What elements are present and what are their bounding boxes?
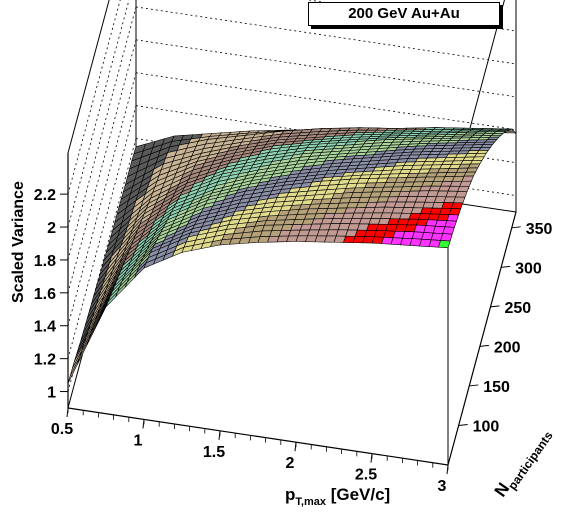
y-tick-label: 350 [526,221,553,238]
svg-text:Nparticipants: Nparticipants [491,423,556,502]
surface-cell [440,233,453,242]
y-axis-line [447,211,517,466]
surface-cell [450,202,464,209]
surface-cell [465,167,479,173]
plot-box-edge [67,0,110,154]
surface-cell [452,196,466,204]
surface-cell [467,163,481,169]
y-tick [479,344,489,347]
y-tick [469,384,479,387]
surface-cell [457,185,470,192]
z-axis-title: Scaled Variance [10,181,27,303]
y-tick-label: 300 [515,260,542,277]
z-tick-label: 1.6 [34,286,56,303]
grid-line [67,138,137,392]
surface-cell [444,220,457,228]
x-tick-label: 0.5 [51,421,73,438]
grid-line [135,6,517,65]
grid-line [135,72,517,131]
surface-cell [448,208,462,216]
y-tick [501,265,511,268]
plot-axes: 0.5 1 1.5 2 2.5 3 100 150 200 250 300 350 1 1.2 1.4 1.6… [34,153,553,495]
x-tick-label: 1 [134,432,143,449]
surface-mesh [67,127,517,384]
grid-line [67,105,137,359]
surface-cell [469,159,483,165]
z-tick-label: 1.2 [34,352,56,369]
z-tick-label: 2.2 [34,187,56,204]
surface-cell [459,180,472,187]
x-axis-line [67,407,449,466]
x-axis-title: pT,max [GeV/c] [285,485,390,508]
surface-cell [471,156,485,161]
grid-line [135,39,517,98]
z-tick-label: 1.4 [34,319,56,336]
surface-cell [438,240,451,249]
plot-title: 200 GeV Au+Au [308,2,500,26]
z-tick-label: 1.8 [34,253,56,270]
grid-line [67,39,137,293]
x-tick-label: 2.5 [355,467,377,484]
y-tick [490,305,500,308]
grid-line [67,72,137,326]
y-tick-label: 250 [505,300,532,317]
x-tick-label: 3 [438,478,447,495]
y-tick-label: 200 [494,339,521,356]
surface-cell [455,190,468,198]
svg-text:Scaled Variance: Scaled Variance [10,181,27,303]
grid-line [67,0,130,228]
svg-text:pT,max [GeV/c]: pT,max [GeV/c] [285,485,390,508]
surface-cell [461,175,474,182]
y-axis-title: Nparticipants [491,423,556,502]
x-tick-label: 2 [286,455,295,472]
y-tick [458,423,468,426]
x-tick-label: 1.5 [203,444,225,461]
surface-cell [442,226,455,235]
y-tick-label: 150 [483,379,510,396]
y-tick [511,226,521,229]
y-tick-label: 100 [473,418,500,435]
grid-line [67,6,137,261]
z-tick-label: 1 [47,385,56,402]
grid-line [67,0,121,195]
z-tick-label: 2 [47,220,56,237]
surface-cell [463,171,477,177]
surface-cell [446,214,460,222]
surface-cell [474,152,487,158]
